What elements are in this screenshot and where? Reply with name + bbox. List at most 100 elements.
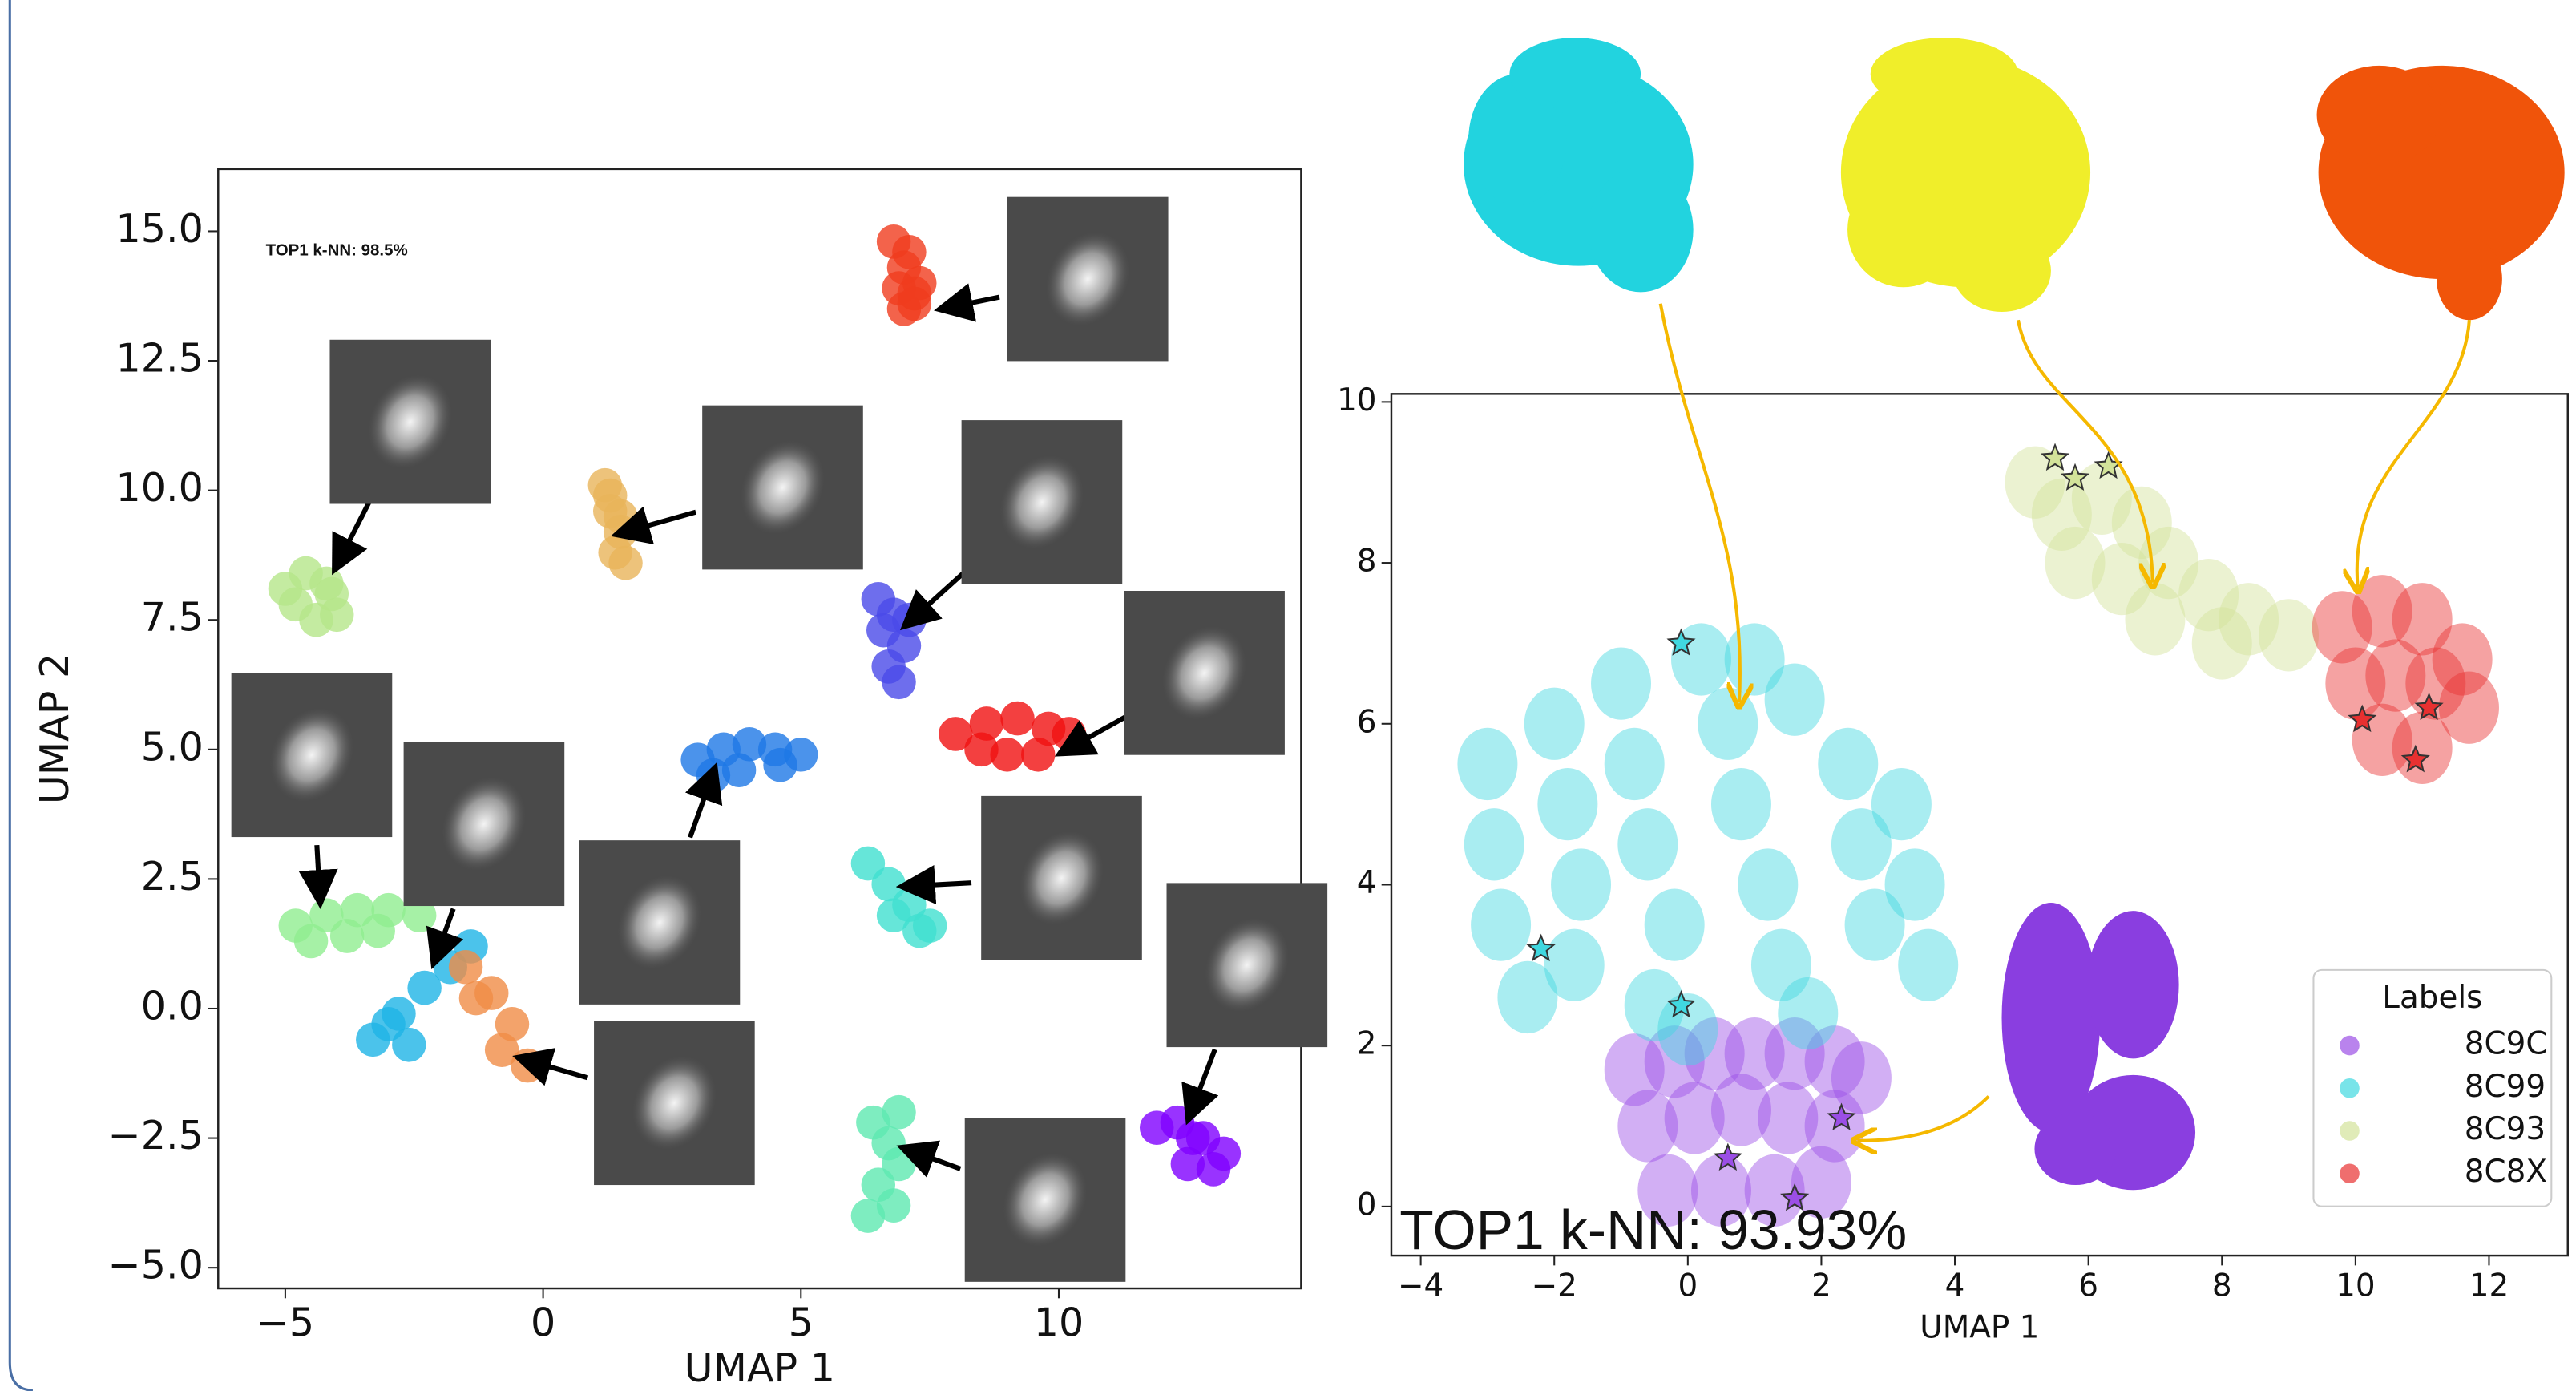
point-cloud bbox=[876, 898, 911, 932]
x-axis-label: UMAP 1 bbox=[1920, 1310, 2039, 1346]
point-cloud bbox=[2111, 486, 2172, 560]
legend-label: 8C99 bbox=[2465, 1069, 2546, 1105]
particle bbox=[741, 440, 825, 535]
point-cloud bbox=[1698, 687, 1758, 760]
pointer-arrow bbox=[298, 844, 338, 910]
point-cloud bbox=[2191, 607, 2252, 680]
point-cloud bbox=[2392, 583, 2453, 656]
particle bbox=[999, 455, 1084, 550]
pointer-arrow bbox=[426, 908, 464, 970]
particle bbox=[1162, 625, 1247, 720]
point-cloud bbox=[1604, 727, 1665, 801]
legend-marker bbox=[2340, 1035, 2360, 1056]
x-tick-label: 10 bbox=[1034, 1299, 1084, 1345]
point-cloud bbox=[1657, 993, 1718, 1066]
x-tick-label: 12 bbox=[2469, 1268, 2509, 1304]
point-cloud bbox=[2071, 462, 2132, 535]
particle bbox=[1003, 1152, 1088, 1247]
page-border bbox=[8, 0, 34, 1391]
point-cloud bbox=[2219, 583, 2279, 656]
point-cloud bbox=[939, 717, 973, 751]
star-marker bbox=[1526, 933, 1556, 962]
particle bbox=[1205, 918, 1290, 1013]
star-marker bbox=[2060, 463, 2090, 491]
point-cloud bbox=[850, 1199, 886, 1233]
point-cloud bbox=[1831, 808, 1892, 881]
legend-box bbox=[2312, 968, 2553, 1207]
point-cloud bbox=[340, 892, 375, 928]
particle bbox=[1045, 232, 1130, 326]
point-cloud bbox=[1664, 1082, 1725, 1154]
point-cloud bbox=[1738, 848, 1799, 921]
y-tick-label: 4 bbox=[1357, 865, 1377, 901]
star-marker bbox=[1827, 1102, 1856, 1130]
point-cloud bbox=[1196, 1152, 1231, 1187]
y-tick-label: 10 bbox=[1337, 382, 1376, 419]
y-tick-label: 0.0 bbox=[141, 982, 204, 1029]
y-tick-label: 12.5 bbox=[115, 335, 203, 382]
point-cloud bbox=[2125, 583, 2186, 656]
point-cloud bbox=[1710, 1074, 1771, 1146]
point-cloud bbox=[882, 1094, 916, 1130]
x-tick-label: 2 bbox=[1811, 1268, 1831, 1304]
point-cloud bbox=[314, 576, 349, 612]
x-tick-label: 5 bbox=[789, 1299, 814, 1345]
right-plot: −4 −2 0 2 4 6 8 10 12 0 2 4 6 8 10 TOP1 k-NN: 93.93% UMA… bbox=[1337, 382, 2569, 1346]
legend-label: 8C8X bbox=[2465, 1154, 2547, 1190]
point-cloud bbox=[1764, 1017, 1825, 1090]
point-cloud bbox=[1537, 767, 1598, 841]
point-cloud bbox=[876, 1188, 911, 1223]
legend-label: 8C93 bbox=[2465, 1111, 2546, 1147]
y-tick-label: 6 bbox=[1357, 704, 1377, 740]
point-cloud bbox=[299, 602, 333, 637]
pointer-arrow bbox=[610, 506, 696, 544]
point-cloud bbox=[2405, 647, 2466, 720]
y-tick-label: 10.0 bbox=[115, 464, 203, 511]
point-cloud bbox=[1884, 848, 1945, 921]
point-cloud bbox=[392, 1027, 426, 1062]
legend-label: 8C9C bbox=[2465, 1026, 2548, 1062]
x-axis-label: UMAP 1 bbox=[684, 1344, 835, 1391]
pointer-arrow bbox=[1054, 714, 1127, 757]
class-averages bbox=[231, 196, 1328, 1282]
point-cloud bbox=[866, 613, 901, 648]
point-cloud bbox=[850, 846, 886, 881]
legend-marker bbox=[2340, 1078, 2360, 1098]
x-tick-label: 4 bbox=[1945, 1268, 1965, 1304]
point-cloud bbox=[1170, 1146, 1205, 1182]
star-marker bbox=[1780, 1183, 1810, 1211]
x-tick-label: −2 bbox=[1532, 1268, 1577, 1304]
point-cloud bbox=[2045, 526, 2106, 600]
star-marker bbox=[2348, 704, 2377, 733]
y-tick-label: 7.5 bbox=[141, 594, 204, 641]
point-cloud bbox=[1644, 888, 1705, 961]
point-cloud bbox=[2365, 639, 2426, 712]
point-cloud bbox=[892, 234, 927, 269]
point-cloud bbox=[1464, 808, 1524, 881]
map-purple bbox=[2001, 902, 2196, 1191]
point-cloud bbox=[608, 545, 643, 580]
point-cloud bbox=[2325, 647, 2386, 720]
y-tick-label: 0 bbox=[1357, 1187, 1377, 1223]
point-cloud bbox=[329, 919, 365, 953]
point-cloud bbox=[1844, 888, 1905, 961]
point-cloud bbox=[1471, 888, 1532, 961]
particle bbox=[368, 374, 453, 469]
point-cloud bbox=[1684, 1017, 1745, 1090]
point-cloud bbox=[2438, 671, 2499, 744]
particle bbox=[617, 875, 702, 970]
point-cloud bbox=[1724, 1017, 1785, 1090]
y-tick-label: −2.5 bbox=[108, 1112, 204, 1158]
pointer-arrow bbox=[512, 1048, 589, 1086]
point-cloud bbox=[2031, 478, 2092, 552]
point-cloud bbox=[1758, 1082, 1819, 1154]
y-axis-label: UMAP 2 bbox=[31, 653, 78, 804]
point-cloud bbox=[293, 924, 329, 959]
point-cloud bbox=[1710, 767, 1771, 841]
pointer-arrow bbox=[332, 500, 372, 576]
point-cloud bbox=[1804, 1025, 1865, 1098]
point-cloud bbox=[1617, 1090, 1678, 1163]
y-tick-label: 2 bbox=[1357, 1026, 1377, 1062]
point-cloud bbox=[1176, 1121, 1210, 1155]
